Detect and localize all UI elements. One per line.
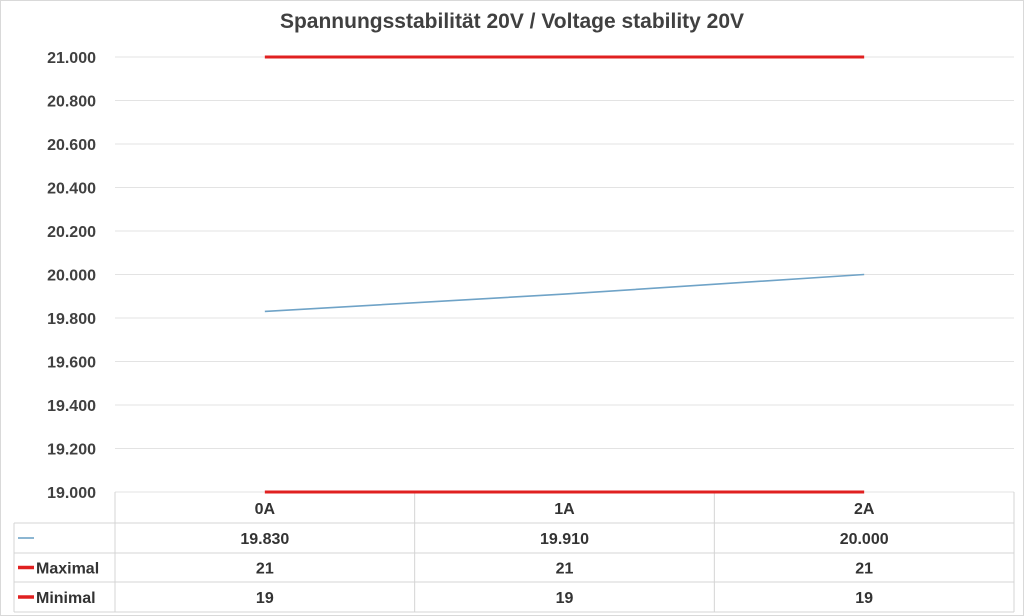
data-table-value: 19.830 bbox=[240, 531, 289, 548]
legend-label: Minimal bbox=[36, 590, 96, 607]
data-table-value: 21 bbox=[256, 561, 274, 578]
y-tick-label: 20.600 bbox=[47, 137, 96, 154]
y-tick-label: 19.400 bbox=[47, 398, 96, 415]
y-tick-label: 20.800 bbox=[47, 94, 96, 111]
data-table-value: 19 bbox=[556, 590, 574, 607]
data-table-value: 20.000 bbox=[840, 531, 889, 548]
y-tick-label: 19.800 bbox=[47, 311, 96, 328]
y-tick-label: 19.200 bbox=[47, 442, 96, 459]
chart-title: Spannungsstabilität 20V / Voltage stabil… bbox=[279, 10, 745, 33]
series-line-voltage bbox=[264, 273, 865, 313]
y-tick-label: 19.600 bbox=[47, 355, 96, 372]
data-table-value: 19 bbox=[256, 590, 274, 607]
y-tick-label: 20.000 bbox=[47, 268, 96, 285]
data-table-value: 21 bbox=[855, 561, 873, 578]
y-tick-label: 20.200 bbox=[47, 224, 96, 241]
data-table-value: 21 bbox=[556, 561, 574, 578]
legend-label: Maximal bbox=[36, 561, 99, 578]
x-tick-label: 2A bbox=[854, 501, 875, 518]
x-tick-label: 1A bbox=[554, 501, 575, 518]
data-table-value: 19.910 bbox=[540, 531, 589, 548]
data-table-value: 19 bbox=[855, 590, 873, 607]
y-tick-label: 21.000 bbox=[47, 50, 96, 67]
y-tick-label: 19.000 bbox=[47, 485, 96, 502]
y-tick-label: 20.400 bbox=[47, 181, 96, 198]
x-tick-label: 0A bbox=[255, 501, 276, 518]
